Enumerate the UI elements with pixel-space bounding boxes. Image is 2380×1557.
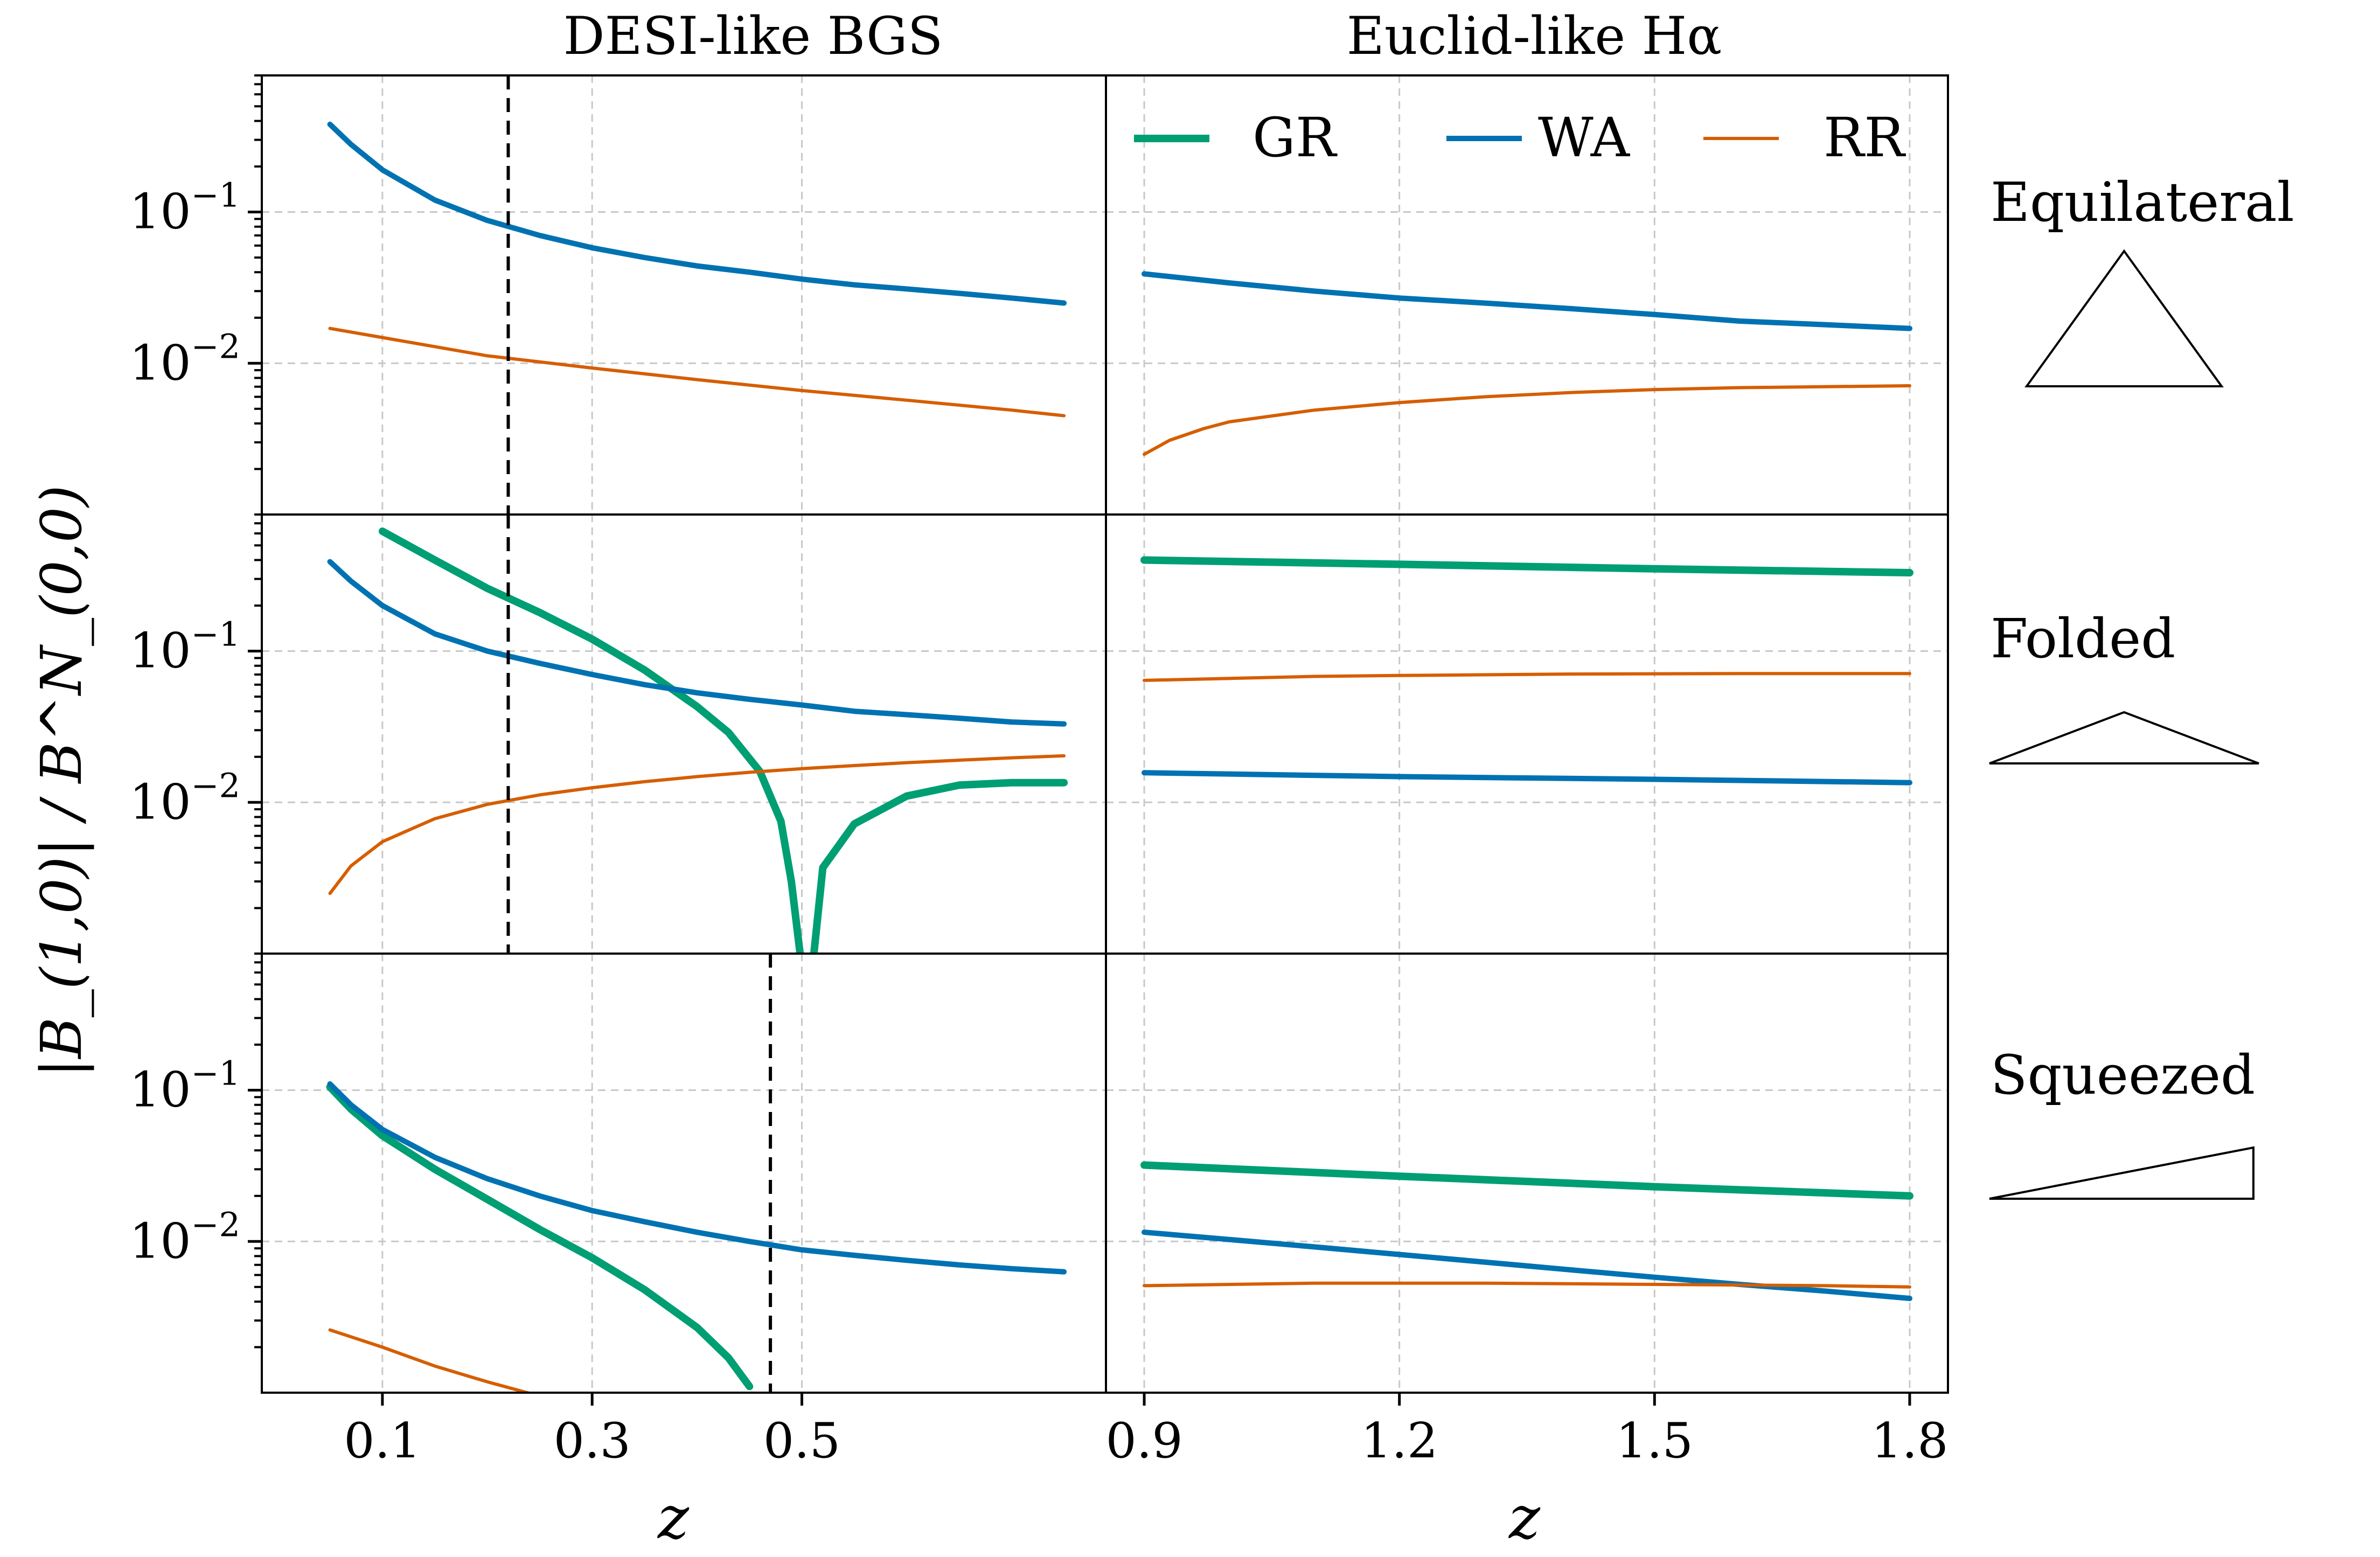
row-label-squeezed: Squeezed (1991, 1044, 2255, 1107)
series-line-gr (378, 527, 1068, 954)
panel-frame (1105, 513, 1949, 955)
legend: GR WA RR (1134, 106, 1906, 169)
panel-1-1-series (1140, 556, 1913, 786)
legend-label-rr: RR (1824, 106, 1906, 169)
series-line-wa (1142, 271, 1912, 331)
series-line-wa (327, 121, 1067, 306)
legend-label-gr: GR (1252, 106, 1338, 169)
panel-2-1-series (1140, 1161, 1913, 1301)
panel-frame (1105, 74, 1949, 516)
y-tick-exponent: −1 (191, 615, 240, 654)
folded-triangle-icon (1989, 711, 2259, 764)
y-tick-label: 10−1 (129, 1054, 240, 1118)
legend-label-wa: WA (1538, 106, 1631, 169)
y-tick-label: 10−1 (129, 615, 240, 679)
y-tick-mantissa: 10 (129, 1213, 191, 1269)
series-line-gr (1140, 1161, 1913, 1200)
series-line-rr (328, 326, 1066, 418)
y-tick-mantissa: 10 (129, 774, 191, 830)
panel-frame (1105, 953, 1949, 1394)
y-tick-exponent: −1 (191, 1054, 240, 1093)
y-tick-label: 10−1 (129, 176, 240, 240)
equilateral-triangle-icon (2024, 249, 2224, 387)
row-label-folded: Folded (1991, 607, 2175, 670)
series-line-rr (328, 1328, 534, 1393)
panel-0-0-series (327, 75, 1067, 515)
panel-0-1-series (1142, 271, 1912, 456)
series-line-gr (326, 1083, 754, 1391)
y-tick-label: 10−2 (129, 766, 240, 830)
panel-1-0-series (327, 515, 1068, 954)
x-tick-label: 0.3 (554, 1413, 631, 1469)
series-line-wa (1142, 1229, 1912, 1301)
y-tick-mantissa: 10 (129, 335, 191, 391)
x-axis-label-right: z (1508, 1483, 1541, 1552)
x-tick-label: 1.2 (1361, 1413, 1438, 1469)
panel-frame (261, 513, 1107, 955)
column-title-desi: DESI-like BGS (563, 6, 943, 66)
row-label-equilateral: Equilateral (1991, 171, 2294, 234)
panels-layer: 10−110−210−110−210−110−20.1 0.3 0.5 0.9 1.2 1… (129, 74, 1949, 1469)
series-line-rr (1143, 384, 1911, 456)
series-line-rr (328, 754, 1066, 895)
y-tick-exponent: −2 (191, 766, 240, 805)
x-tick-label: 0.9 (1105, 1413, 1182, 1469)
x-axis-label-left: z (657, 1483, 690, 1552)
y-tick-label: 10−2 (129, 1205, 240, 1269)
column-title-euclid: Euclid-like Hα (1347, 6, 1722, 66)
series-line-wa (1142, 770, 1912, 786)
y-tick-label: 10−2 (129, 326, 240, 391)
y-tick-exponent: −2 (191, 326, 240, 366)
x-tick-label: 1.8 (1871, 1413, 1948, 1469)
series-line-wa (327, 1081, 1067, 1275)
y-tick-mantissa: 10 (129, 623, 191, 679)
series-line-wa (327, 559, 1067, 727)
y-tick-exponent: −2 (191, 1205, 240, 1244)
panel-2-0-series (326, 954, 1067, 1393)
y-tick-mantissa: 10 (129, 1062, 191, 1118)
series-line-rr (1143, 672, 1911, 682)
panel-frame (261, 953, 1107, 1394)
squeezed-triangle-icon (1989, 1146, 2254, 1200)
y-tick-mantissa: 10 (129, 184, 191, 240)
y-tick-exponent: −1 (191, 176, 240, 215)
y-axis-label: |B_(1,0)| / B^N_(0,0) (29, 485, 94, 1077)
x-tick-label: 0.1 (344, 1413, 421, 1469)
series-line-rr (1143, 1281, 1911, 1289)
x-tick-label: 1.5 (1616, 1413, 1693, 1469)
x-tick-label: 0.5 (763, 1413, 840, 1469)
series-line-gr (1140, 556, 1913, 576)
